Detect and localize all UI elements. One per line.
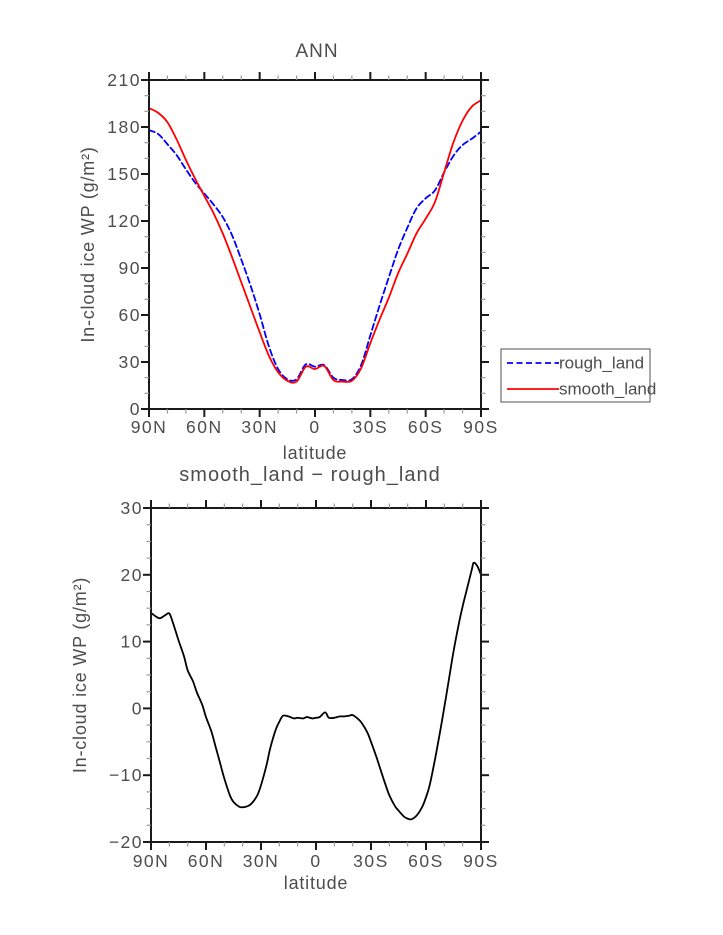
y-tick-label: −10 [109,765,143,785]
y-tick-label: 30 [121,498,143,518]
y-tick-label: −20 [109,832,143,852]
chart-top: 90N 60N 30N 0 30S 60S 90S 0 30 60 90 120 150 180 210 AN… [78,41,656,463]
x-tick-label: 60N [186,417,223,437]
x-tick-label: 90N [131,417,168,437]
x-tick-label: 0 [309,417,320,437]
x-tick-label: 0 [310,851,321,871]
series-rough_land-line [148,129,482,382]
legend-entry-label: smooth_land [559,380,656,399]
x-tick-label: 30S [353,851,389,871]
y-tick-label: 20 [121,565,143,585]
chart-title: smooth_land − rough_land [179,464,440,486]
y-tick-label: 10 [121,632,143,652]
x-axis-label: latitude [284,873,348,893]
y-tick-label: 90 [119,258,141,278]
y-tick-label: 30 [119,352,141,372]
y-tick-label: 0 [130,399,141,419]
x-tick-label: 30N [243,851,280,871]
y-tick-label: 120 [107,211,141,231]
x-tick-label: 60N [188,851,225,871]
plot-frame [150,507,482,843]
series-smooth_land-line [148,99,482,384]
x-tick-label: 90S [463,851,499,871]
x-tick-label: 30N [241,417,278,437]
plot-frame [148,79,482,410]
x-tick-label: 30S [353,417,389,437]
y-tick-label: 0 [132,698,143,718]
y-tick-label: 210 [107,70,141,90]
legend-entry-label: rough_land [559,354,644,373]
legend: rough_land smooth_land [500,348,656,403]
chart-bottom: 90N 60N 30N 0 30S 60S 90S −20 −10 0 10 20 30 smooth_l… [70,464,499,893]
x-axis-label: latitude [283,443,347,463]
x-tick-label: 90N [133,851,170,871]
x-tick-label: 60S [408,417,444,437]
x-tick-label: 60S [408,851,444,871]
y-axis-label: In-cloud ice WP (g/m²) [78,146,98,342]
chart-title: ANN [295,41,338,62]
series-difference-line [150,561,482,821]
y-tick-label: 60 [119,305,141,325]
y-axis-label: In-cloud ice WP (g/m²) [70,577,90,773]
y-tick-label: 180 [107,117,141,137]
x-tick-label: 90S [463,417,499,437]
legend-box [500,348,651,403]
y-tick-label: 150 [107,164,141,184]
